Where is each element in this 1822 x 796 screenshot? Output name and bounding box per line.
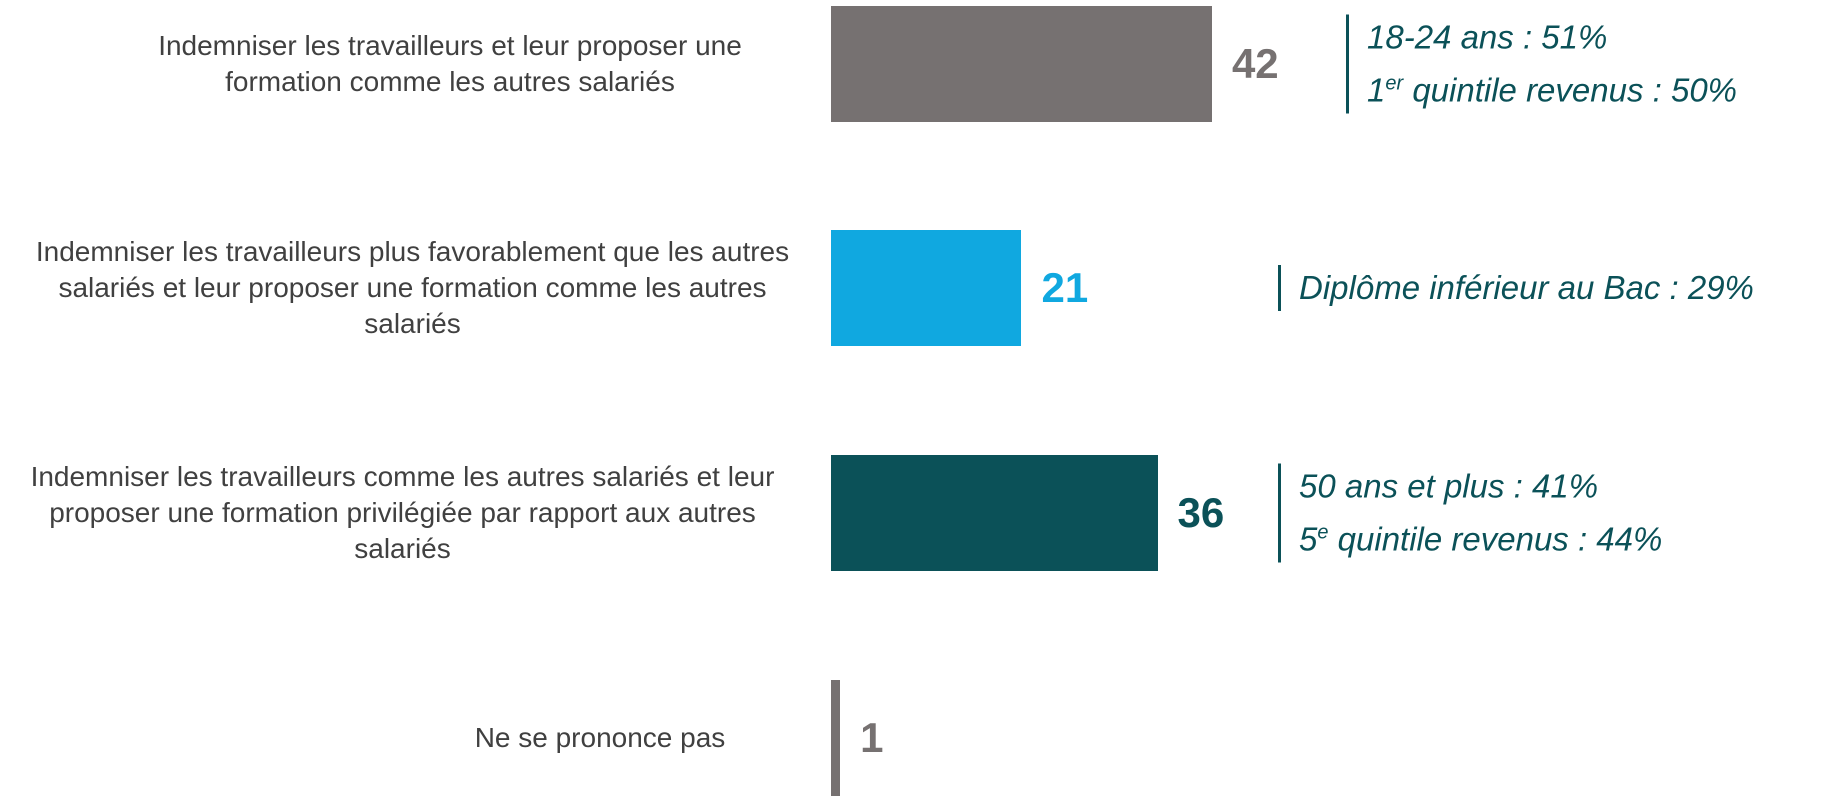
superscript: er: [1385, 72, 1404, 95]
annotation-line: 5e quintile revenus : 44%: [1299, 510, 1662, 563]
annotation: 50 ans et plus : 41% 5e quintile revenus …: [1278, 463, 1662, 563]
value-label: 42: [1231, 40, 1279, 87]
annotation-line: 50 ans et plus : 41%: [1299, 464, 1662, 510]
value-label: 36: [1177, 489, 1225, 536]
category-label: Ne se prononce pas: [474, 722, 726, 753]
annotation-line: Diplôme inférieur au Bac : 29%: [1299, 265, 1754, 311]
category-label: Indemniser les travailleurs comme les au…: [30, 461, 775, 564]
annotation-line: 18-24 ans : 51%: [1367, 15, 1737, 61]
value-label: 21: [1041, 264, 1089, 311]
bar: [831, 680, 841, 796]
bar: [831, 230, 1022, 346]
category-label: Indemniser les travailleurs et leur prop…: [158, 30, 742, 97]
value-label: 1: [860, 714, 884, 761]
bar: [831, 455, 1158, 571]
annotation-text: 50 ans et plus : 41%: [1299, 467, 1599, 505]
superscript: e: [1317, 521, 1329, 544]
annotation: Diplôme inférieur au Bac : 29%: [1278, 265, 1754, 311]
annotation: 18-24 ans : 51% 1er quintile revenus : 50…: [1346, 14, 1737, 114]
annotation-text: quintile revenus : 50%: [1403, 71, 1738, 109]
annotation-text: 5: [1299, 520, 1318, 558]
annotation-line: 1er quintile revenus : 50%: [1367, 61, 1737, 114]
annotation-text: quintile revenus : 44%: [1328, 520, 1663, 558]
annotation-text: Diplôme inférieur au Bac : 29%: [1299, 269, 1754, 306]
category-label: Indemniser les travailleurs plus favorab…: [35, 236, 790, 339]
bar: [831, 6, 1212, 122]
annotation-text: 18-24 ans : 51%: [1367, 18, 1608, 56]
annotation-text: 1: [1367, 71, 1386, 109]
